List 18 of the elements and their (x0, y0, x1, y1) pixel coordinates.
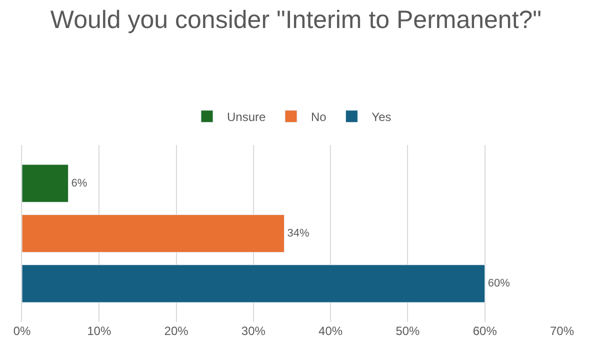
x-tick-label: 70% (550, 324, 574, 338)
x-tick-label: 0% (13, 324, 31, 338)
bar (22, 164, 69, 202)
legend-label: Unsure (227, 110, 266, 124)
x-tick-label: 40% (318, 324, 343, 338)
x-tick-label: 20% (164, 324, 189, 338)
data-label: 60% (488, 278, 510, 290)
x-tick-label: 10% (87, 324, 112, 338)
legend-label: No (311, 110, 327, 124)
legend-label: Yes (372, 110, 392, 124)
data-label: 6% (71, 177, 88, 190)
bar (22, 264, 486, 303)
x-tick-label: 60% (472, 324, 498, 338)
chart-title: Would you consider "Interim to Permanent?" (50, 6, 542, 34)
data-label: 34% (287, 228, 310, 240)
x-tick-label: 50% (396, 324, 420, 338)
x-tick-label: 30% (241, 324, 266, 338)
bar (22, 214, 285, 253)
